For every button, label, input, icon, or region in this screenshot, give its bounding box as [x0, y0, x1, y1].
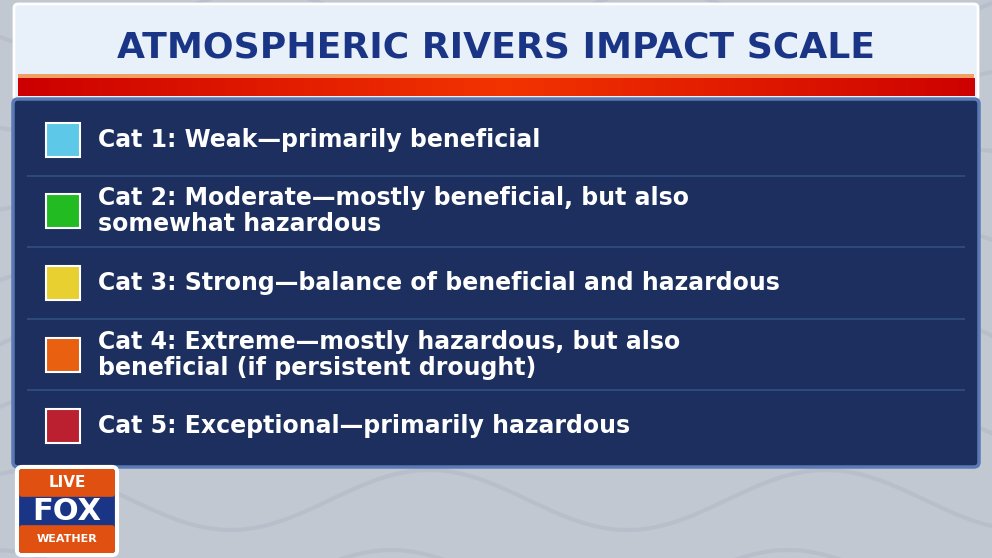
Bar [672, 78, 688, 96]
Bar [81, 78, 98, 96]
Bar [512, 78, 529, 96]
Bar [448, 78, 465, 96]
Bar [401, 78, 418, 96]
Bar [289, 78, 306, 96]
Text: Cat 5: Exceptional—primarily hazardous: Cat 5: Exceptional—primarily hazardous [98, 414, 630, 438]
Text: ATMOSPHERIC RIVERS IMPACT SCALE: ATMOSPHERIC RIVERS IMPACT SCALE [117, 30, 875, 64]
Text: WEATHER: WEATHER [37, 534, 97, 544]
Bar [911, 78, 928, 96]
Bar [22, 488, 112, 494]
Bar [464, 78, 481, 96]
Bar [559, 78, 576, 96]
Bar [656, 78, 673, 96]
Bar [34, 78, 51, 96]
Bar [623, 78, 641, 96]
Bar [942, 78, 959, 96]
Bar [385, 78, 402, 96]
Bar [799, 78, 815, 96]
Text: beneficial (if persistent drought): beneficial (if persistent drought) [98, 355, 537, 379]
Bar [193, 78, 210, 96]
Bar [46, 266, 80, 300]
Bar [846, 78, 863, 96]
Bar [209, 78, 226, 96]
Bar [607, 78, 625, 96]
Bar [22, 528, 112, 534]
Bar [862, 78, 879, 96]
Bar [751, 78, 768, 96]
Bar [50, 78, 66, 96]
Bar [18, 74, 974, 78]
Bar [146, 78, 163, 96]
Text: Cat 4: Extreme—mostly hazardous, but also: Cat 4: Extreme—mostly hazardous, but als… [98, 330, 681, 354]
Bar [703, 78, 720, 96]
Text: LIVE: LIVE [49, 475, 85, 490]
Bar [783, 78, 800, 96]
Bar [417, 78, 434, 96]
Bar [225, 78, 242, 96]
Bar [97, 78, 115, 96]
Bar [320, 78, 337, 96]
Text: Cat 3: Strong—balance of beneficial and hazardous: Cat 3: Strong—balance of beneficial and … [98, 271, 780, 295]
Bar [895, 78, 912, 96]
Bar [162, 78, 179, 96]
Bar [687, 78, 704, 96]
Bar [241, 78, 258, 96]
Bar [640, 78, 657, 96]
Bar [18, 78, 35, 96]
FancyBboxPatch shape [19, 469, 115, 497]
FancyBboxPatch shape [17, 467, 117, 555]
Bar [65, 78, 82, 96]
Text: somewhat hazardous: somewhat hazardous [98, 213, 381, 237]
Bar [336, 78, 353, 96]
Bar [305, 78, 321, 96]
Bar [735, 78, 752, 96]
Bar [496, 78, 513, 96]
FancyBboxPatch shape [19, 525, 115, 553]
Bar [433, 78, 449, 96]
Bar [46, 338, 80, 372]
Bar [480, 78, 497, 96]
Bar [544, 78, 560, 96]
Bar [114, 78, 131, 96]
Bar [814, 78, 831, 96]
Bar [273, 78, 290, 96]
Bar [575, 78, 592, 96]
Bar [830, 78, 847, 96]
Text: FOX: FOX [33, 497, 101, 526]
Bar [46, 409, 80, 443]
Bar [591, 78, 608, 96]
Bar [878, 78, 896, 96]
Bar [46, 123, 80, 157]
FancyBboxPatch shape [14, 4, 978, 100]
Bar [767, 78, 784, 96]
Bar [528, 78, 545, 96]
Text: Cat 1: Weak—primarily beneficial: Cat 1: Weak—primarily beneficial [98, 128, 541, 152]
Bar [178, 78, 194, 96]
Bar [719, 78, 736, 96]
Bar [130, 78, 147, 96]
Bar [352, 78, 370, 96]
Bar [46, 194, 80, 228]
Bar [927, 78, 943, 96]
Text: Cat 2: Moderate—mostly beneficial, but also: Cat 2: Moderate—mostly beneficial, but a… [98, 186, 689, 210]
FancyBboxPatch shape [13, 99, 979, 467]
Bar [958, 78, 975, 96]
Bar [257, 78, 274, 96]
Bar [369, 78, 386, 96]
